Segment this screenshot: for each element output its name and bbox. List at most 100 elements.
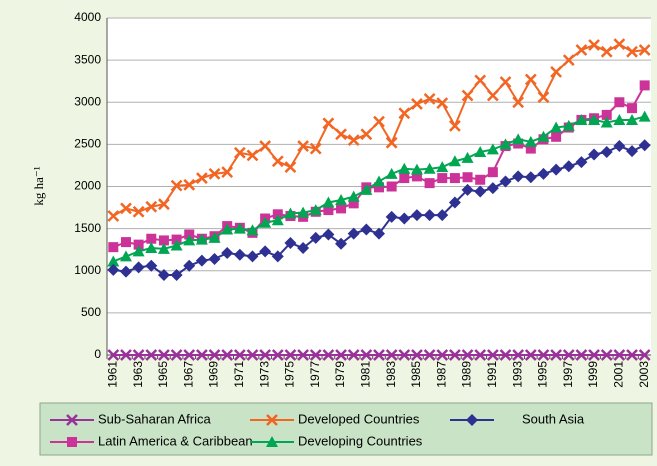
y-tick-label: 3500 — [74, 52, 101, 66]
data-point — [360, 223, 373, 236]
data-point — [145, 259, 158, 272]
data-point — [158, 198, 170, 211]
legend-marker — [266, 414, 278, 426]
x-tick-label: 1989 — [460, 361, 474, 388]
data-point — [461, 89, 474, 102]
data-point — [170, 349, 183, 361]
data-point — [614, 97, 625, 108]
data-point — [360, 183, 373, 195]
x-tick-label: 2001 — [612, 361, 626, 388]
y-tick-label: 0 — [94, 347, 101, 361]
data-point — [437, 173, 448, 184]
data-point — [474, 185, 487, 198]
data-point — [424, 178, 435, 189]
y-tick-label: 2000 — [74, 179, 101, 193]
data-point — [233, 349, 246, 361]
data-point — [119, 250, 132, 262]
data-point — [448, 155, 461, 167]
x-tick-label: 1961 — [105, 361, 119, 388]
data-point — [613, 113, 626, 125]
data-point — [512, 170, 525, 183]
data-point — [297, 206, 310, 218]
data-point — [461, 349, 474, 361]
data-point — [537, 167, 550, 180]
data-point — [221, 166, 234, 179]
data-point — [562, 54, 575, 67]
data-point — [347, 134, 360, 147]
data-point — [183, 178, 196, 191]
data-point — [638, 349, 651, 361]
data-point — [423, 349, 436, 361]
data-point — [119, 265, 132, 278]
data-point — [183, 234, 196, 246]
data-point — [107, 263, 120, 276]
data-point — [575, 44, 588, 56]
data-point — [588, 349, 600, 361]
data-point — [486, 89, 499, 102]
data-point — [562, 119, 575, 131]
data-point — [423, 162, 436, 174]
data-point — [475, 174, 486, 185]
data-point — [107, 210, 120, 222]
data-point — [575, 113, 588, 125]
data-point — [613, 38, 626, 51]
data-point — [386, 181, 397, 192]
data-point — [309, 142, 322, 155]
x-tick-label: 1995 — [536, 361, 550, 388]
data-point — [158, 349, 170, 361]
data-point — [170, 268, 183, 281]
data-point — [627, 103, 638, 114]
x-tick-label: 1991 — [485, 361, 499, 388]
data-point — [132, 205, 145, 218]
data-point — [385, 136, 398, 149]
legend-marker — [66, 414, 78, 426]
data-point — [360, 349, 373, 361]
data-point — [537, 91, 550, 104]
data-point — [145, 242, 158, 254]
data-point — [550, 163, 563, 176]
data-point — [474, 145, 487, 157]
data-point — [259, 140, 272, 152]
data-point — [108, 242, 119, 253]
data-point — [335, 237, 348, 250]
data-point — [461, 151, 474, 163]
data-point — [120, 237, 131, 248]
data-point — [588, 39, 600, 51]
data-point — [335, 128, 347, 141]
data-point — [398, 349, 411, 361]
y-tick-label: 3000 — [74, 94, 101, 108]
data-point — [436, 97, 449, 109]
data-point — [486, 349, 499, 361]
data-point — [374, 182, 384, 193]
data-point — [588, 148, 601, 161]
data-point — [537, 349, 550, 361]
data-point — [221, 247, 234, 260]
x-tick-label: 1967 — [181, 361, 195, 388]
data-point — [297, 242, 310, 255]
data-point — [195, 233, 208, 245]
data-point — [157, 242, 170, 254]
data-point — [499, 138, 512, 150]
data-point — [373, 227, 385, 240]
data-point — [132, 261, 145, 274]
data-point — [246, 250, 259, 263]
data-point — [170, 179, 183, 192]
legend-label: Developing Countries — [298, 433, 423, 448]
data-point — [271, 155, 284, 168]
data-point — [146, 233, 157, 244]
x-tick-label: 1971 — [232, 361, 246, 388]
data-point — [120, 349, 132, 361]
data-point — [271, 349, 284, 361]
data-point — [385, 349, 398, 361]
data-point — [550, 349, 562, 361]
data-point — [309, 204, 322, 216]
data-point — [449, 173, 460, 184]
x-tick-label: 1983 — [384, 361, 398, 388]
data-point — [385, 210, 398, 223]
data-point — [221, 349, 234, 361]
data-point — [336, 203, 347, 214]
data-point — [550, 121, 563, 133]
legend-label: South Asia — [522, 411, 585, 426]
data-point — [411, 171, 422, 182]
data-point — [284, 161, 297, 174]
